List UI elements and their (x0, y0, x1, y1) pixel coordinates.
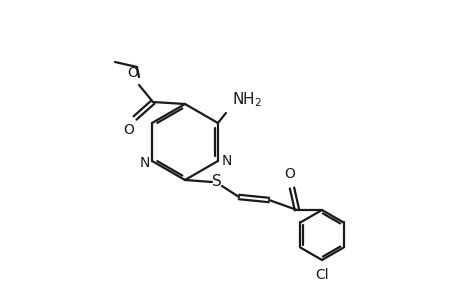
Text: NH$_2$: NH$_2$ (231, 90, 262, 109)
Text: N: N (140, 156, 150, 170)
Text: O: O (284, 167, 295, 181)
Text: O: O (123, 123, 134, 137)
Text: S: S (212, 175, 221, 190)
Text: O: O (127, 66, 138, 80)
Text: Cl: Cl (314, 268, 328, 282)
Text: N: N (221, 154, 232, 168)
